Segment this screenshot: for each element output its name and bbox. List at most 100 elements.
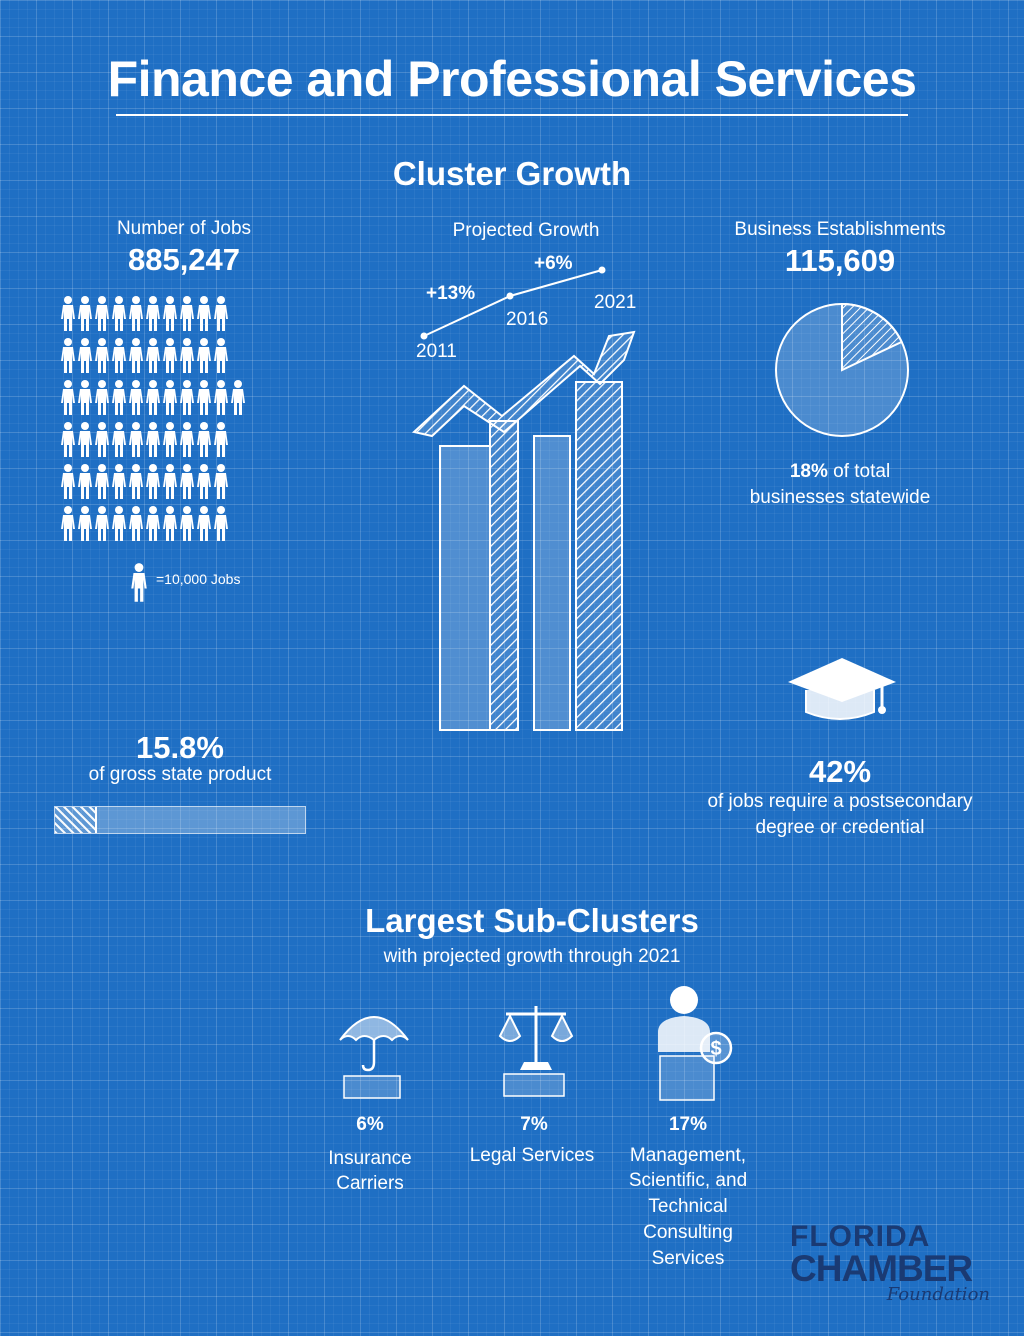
growth-2011-2016: +13% (426, 283, 476, 304)
person-icon (77, 295, 93, 333)
education-line1: of jobs require a postsecondary (707, 791, 973, 812)
education-line2: degree or credential (755, 817, 925, 838)
projected-growth-chart (411, 266, 636, 731)
person-icon (60, 421, 76, 459)
person-icon (213, 421, 229, 459)
pictogram-row (60, 460, 310, 501)
person-icon (162, 505, 178, 543)
person-icon (77, 337, 93, 375)
insurance-label-2: Carriers (336, 1173, 404, 1194)
person-icon (111, 379, 127, 417)
gsp-text: of gross state product (88, 764, 272, 785)
jobs-legend: =10,000 Jobs (156, 571, 241, 587)
insurance-label-1: Insurance (328, 1148, 412, 1169)
point-2016 (506, 292, 514, 300)
establishments-share-text: of total (827, 461, 891, 482)
growth-2016-2021: +6% (534, 253, 573, 274)
person-icon (145, 421, 161, 459)
person-icon (179, 379, 195, 417)
pictogram-row (60, 292, 310, 333)
bar-2011-side (489, 420, 519, 731)
person-icon (111, 421, 127, 459)
person-icon (196, 505, 212, 543)
person-icon (162, 421, 178, 459)
jobs-pictogram (60, 292, 310, 544)
person-icon (162, 463, 178, 501)
person-icon (179, 295, 195, 333)
establishments-share-text2: businesses statewide (749, 487, 931, 508)
management-label-1: Management, (629, 1145, 747, 1166)
bar-2021 (575, 381, 623, 731)
gsp-bar-fill (55, 807, 97, 833)
logo-florida: FLORIDA (790, 1220, 931, 1253)
establishments-share-pct: 18% (789, 461, 828, 482)
person-icon (77, 463, 93, 501)
person-icon (162, 379, 178, 417)
person-icon (94, 337, 110, 375)
person-icon (60, 295, 76, 333)
establishments-label: Business Establishments (734, 219, 946, 240)
projected-growth-label: Projected Growth (452, 220, 600, 241)
person-icon (213, 295, 229, 333)
bar-2011 (439, 445, 491, 731)
jobs-label: Number of Jobs (116, 218, 252, 239)
person-icon (213, 463, 229, 501)
person-icon (179, 505, 195, 543)
svg-text:$: $ (710, 1038, 721, 1060)
person-icon (94, 505, 110, 543)
establishments-value: 115,609 (784, 243, 896, 278)
person-icon (128, 463, 144, 501)
logo-foundation: Foundation (886, 1284, 990, 1305)
trend-arrow (411, 330, 636, 438)
person-icon (196, 337, 212, 375)
page-title: Finance and Professional Services (107, 51, 917, 107)
person-icon (179, 421, 195, 459)
logo-chamber: CHAMBER (790, 1248, 973, 1289)
person-icon (213, 505, 229, 543)
pictogram-row (60, 418, 310, 459)
person-icon (145, 379, 161, 417)
person-icon (196, 421, 212, 459)
point-2021 (598, 266, 606, 274)
cluster-growth-heading: Cluster Growth (392, 155, 632, 192)
graduation-cap-icon (788, 658, 896, 720)
management-label-4: Consulting (643, 1222, 733, 1243)
person-icon (77, 421, 93, 459)
person-icon (128, 295, 144, 333)
title-underline (116, 114, 908, 116)
education-value: 42% (808, 754, 872, 789)
scales-icon (498, 1006, 574, 1097)
person-icon (111, 337, 127, 375)
sub-clusters-heading: Largest Sub-Clusters (365, 902, 699, 939)
legal-label: Legal Services (469, 1145, 595, 1166)
person-icon (145, 295, 161, 333)
person-icon (60, 337, 76, 375)
person-icon (60, 463, 76, 501)
jobs-value: 885,247 (127, 242, 241, 277)
management-label-5: Services (651, 1248, 725, 1269)
year-2016: 2016 (506, 309, 549, 330)
person-icon (94, 463, 110, 501)
person-icon (196, 295, 212, 333)
pictogram-row (60, 502, 310, 543)
person-icon (60, 379, 76, 417)
pictogram-row (60, 376, 310, 417)
management-pct: 17% (668, 1114, 708, 1135)
person-icon (128, 421, 144, 459)
person-icon (111, 295, 127, 333)
insurance-pct: 6% (356, 1114, 384, 1135)
consultant-icon: $ (658, 986, 733, 1101)
person-icon (213, 337, 229, 375)
pie-share-slice (841, 302, 904, 372)
umbrella-icon (339, 1016, 409, 1099)
person-icon (128, 505, 144, 543)
person-icon (60, 505, 76, 543)
person-icon (162, 337, 178, 375)
person-icon (213, 379, 229, 417)
establishments-pie (775, 302, 909, 437)
gsp-value: 15.8% (136, 730, 224, 765)
person-icon (196, 463, 212, 501)
person-icon (77, 379, 93, 417)
person-icon (131, 563, 147, 602)
person-icon (179, 337, 195, 375)
